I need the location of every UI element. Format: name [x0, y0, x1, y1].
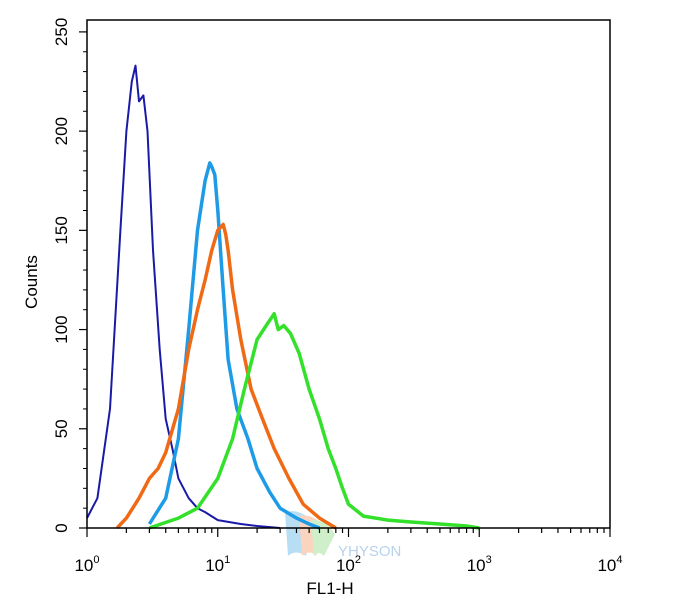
series-line-2 [147, 161, 321, 530]
y-tick-label: 0 [52, 523, 71, 532]
x-tick-label: 104 [597, 554, 622, 575]
x-tick-label: 103 [467, 554, 492, 575]
y-tick-label: 150 [52, 216, 71, 244]
series-line-4 [148, 311, 480, 530]
y-tick-label: 50 [52, 419, 71, 438]
x-axis-title: FL1-H [306, 579, 353, 598]
x-tick-label: 102 [336, 554, 361, 575]
x-tick-label: 100 [74, 554, 99, 575]
y-axis: 0 50 100 150 200 250 [52, 18, 87, 533]
y-tick-label: 100 [52, 315, 71, 343]
series-line-3 [115, 222, 337, 530]
watermark-text: YHYSON [338, 543, 401, 560]
y-axis-title: Counts [22, 255, 41, 309]
series-layer [86, 64, 480, 530]
series-line-1 [86, 64, 281, 529]
y-tick-label: 250 [52, 18, 71, 46]
x-axis: 100 101 102 103 104 [74, 528, 623, 575]
x-tick-label: 101 [205, 554, 230, 575]
y-tick-label: 200 [52, 117, 71, 145]
